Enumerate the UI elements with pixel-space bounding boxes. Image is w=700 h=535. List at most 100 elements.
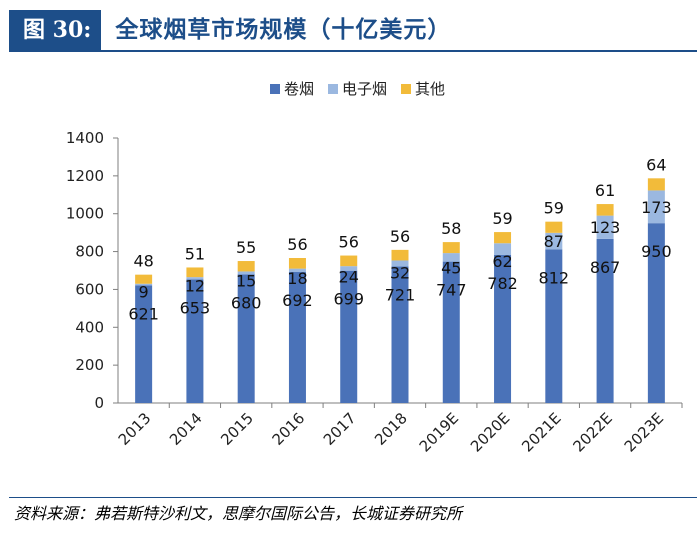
data-label-other: 55 [236, 238, 256, 257]
bar-segment-ecig [391, 260, 409, 267]
data-label-ecig: 12 [185, 276, 205, 295]
data-label-ecig: 87 [544, 232, 564, 251]
footer-rule [9, 497, 697, 498]
data-label-other: 61 [595, 181, 615, 200]
data-label-other: 48 [133, 252, 153, 271]
x-tick-label: 2013 [115, 409, 155, 449]
y-tick-label: 400 [75, 318, 104, 336]
data-label-other: 58 [441, 219, 461, 238]
y-tick-label: 800 [75, 243, 104, 261]
data-label-cigarette: 692 [282, 291, 313, 310]
x-tick-label: 2019E [416, 409, 462, 455]
bar-segment-ecig [340, 266, 358, 271]
bar-segment-other [442, 242, 460, 254]
data-label-cigarette: 950 [641, 242, 672, 261]
bar-segment-ecig [288, 268, 306, 273]
legend-swatch-other [401, 83, 412, 94]
data-label-cigarette: 653 [180, 298, 211, 317]
data-label-other: 59 [492, 209, 512, 228]
data-label-cigarette: 721 [385, 286, 416, 305]
x-tick-label: 2021E [518, 409, 564, 455]
data-label-other: 56 [287, 235, 307, 254]
data-label-ecig: 62 [492, 252, 512, 271]
bar-segment-other [391, 249, 409, 261]
bar-segment-ecig [135, 283, 153, 286]
x-tick-label: 2022E [569, 409, 615, 455]
data-label-other: 56 [390, 227, 410, 246]
data-label-ecig: 15 [236, 271, 256, 290]
bar-segment-cigarette [647, 223, 665, 403]
legend-swatch-ecig [328, 83, 339, 94]
data-label-cigarette: 782 [487, 274, 518, 293]
x-tick-label: 2014 [166, 409, 206, 449]
data-label-ecig: 9 [139, 282, 149, 301]
y-tick-label: 600 [75, 280, 104, 298]
y-tick-label: 1400 [66, 129, 104, 147]
data-label-ecig: 173 [641, 198, 672, 217]
bar-segment-ecig [442, 253, 460, 262]
bar-segment-cigarette [186, 279, 204, 403]
bar-segment-cigarette [442, 261, 460, 403]
y-tick-label: 200 [75, 356, 104, 374]
bar-segment-cigarette [545, 249, 563, 403]
y-tick-label: 1000 [66, 205, 104, 223]
y-tick-label: 1200 [66, 167, 104, 185]
figure-title: 全球烟草市场规模（十亿美元） [115, 17, 452, 43]
x-tick-label: 2015 [217, 409, 257, 449]
data-label-other: 56 [339, 233, 359, 252]
bar-segment-other [237, 261, 255, 272]
legend-item-other: 其他 [401, 78, 445, 99]
bar-segment-other [135, 274, 153, 284]
data-label-other: 59 [544, 199, 564, 218]
bar-segment-ecig [494, 243, 512, 255]
data-label-other: 51 [185, 244, 205, 263]
bar-segment-cigarette [288, 272, 306, 403]
bar-segment-cigarette [237, 274, 255, 403]
bar-segment-ecig [237, 271, 255, 275]
data-label-ecig: 123 [590, 218, 621, 237]
data-label-cigarette: 747 [436, 281, 467, 300]
x-tick-label: 2020E [467, 409, 513, 455]
bar-segment-other [596, 204, 614, 216]
bar-segment-other [647, 178, 665, 191]
data-label-cigarette: 699 [333, 290, 364, 309]
legend-item-ecig: 电子烟 [328, 78, 387, 99]
legend-label-cigarette: 卷烟 [284, 80, 315, 98]
bar-segment-other [494, 232, 512, 244]
bar-segment-other [545, 221, 563, 233]
bar-segment-ecig [647, 190, 665, 224]
bar-segment-cigarette [596, 238, 614, 403]
chart-legend: 卷烟 电子烟 其他 [270, 78, 445, 99]
bar-segment-cigarette [391, 266, 409, 403]
bar-segment-cigarette [135, 285, 153, 403]
data-label-ecig: 24 [339, 268, 359, 287]
bar-segment-cigarette [494, 254, 512, 403]
legend-label-ecig: 电子烟 [342, 80, 388, 98]
bar-segment-cigarette [340, 270, 358, 403]
x-tick-label: 2023E [621, 409, 667, 455]
bar-segment-ecig [545, 232, 563, 250]
data-label-cigarette: 621 [128, 304, 159, 323]
data-label-cigarette: 812 [539, 268, 570, 287]
bar-segment-ecig [596, 215, 614, 239]
bar-segment-ecig [186, 277, 204, 280]
bar-segment-other [186, 267, 204, 278]
figure-number: 图 30: [9, 10, 102, 50]
data-label-cigarette: 680 [231, 293, 262, 312]
x-tick-label: 2016 [269, 409, 309, 449]
bar-segment-other [288, 258, 306, 269]
figure-header: 图 30: 全球烟草市场规模（十亿美元） [0, 0, 700, 54]
x-tick-label: 2017 [320, 409, 360, 449]
y-tick-label: 0 [94, 394, 104, 412]
x-tick-label: 2018 [371, 409, 411, 449]
legend-swatch-cigarette [270, 83, 280, 94]
legend-item-cigarette: 卷烟 [270, 78, 314, 99]
source-note: 资料来源：弗若斯特沙利文，思摩尔国际公告，长城证券研究所 [14, 504, 463, 523]
data-label-ecig: 18 [287, 269, 307, 288]
data-label-ecig: 45 [441, 259, 461, 278]
bar-segment-other [340, 255, 358, 267]
legend-label-other: 其他 [415, 80, 446, 98]
data-label-other: 64 [646, 155, 666, 174]
data-label-cigarette: 867 [590, 258, 621, 277]
